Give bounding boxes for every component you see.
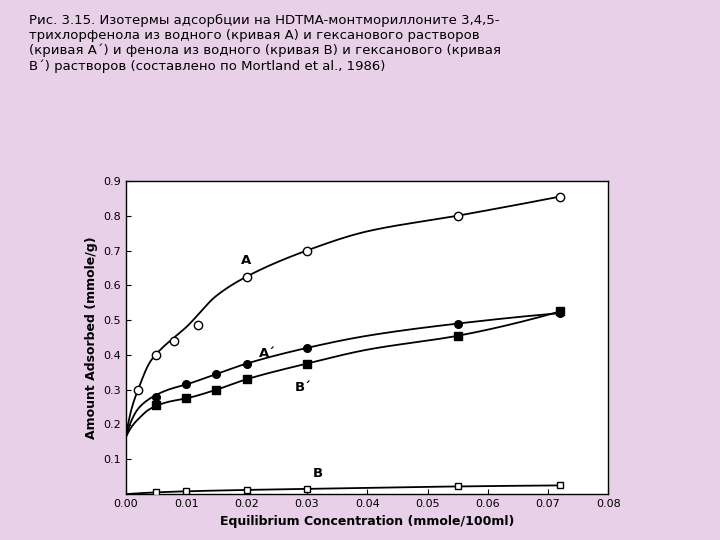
X-axis label: Equilibrium Concentration (mmole/100ml): Equilibrium Concentration (mmole/100ml) — [220, 515, 514, 528]
Text: Рис. 3.15. Изотермы адсорбции на HDTMA-монтмориллоните 3,4,5-
трихлорфенола из в: Рис. 3.15. Изотермы адсорбции на HDTMA-м… — [29, 14, 501, 73]
Y-axis label: Amount Adsorbed (mmole/g): Amount Adsorbed (mmole/g) — [85, 236, 98, 439]
Text: A´: A´ — [258, 347, 276, 360]
Text: B´: B´ — [295, 381, 312, 394]
Text: B: B — [313, 468, 323, 481]
Text: A: A — [240, 254, 251, 267]
